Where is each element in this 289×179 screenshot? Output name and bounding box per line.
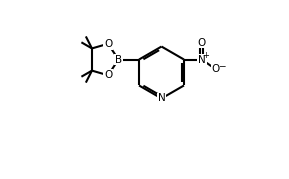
Text: +: +	[202, 51, 209, 60]
Text: N: N	[158, 93, 165, 103]
Text: O: O	[212, 64, 220, 74]
Text: O: O	[198, 38, 206, 47]
Text: O: O	[104, 70, 112, 80]
Text: −: −	[218, 62, 225, 71]
Text: B: B	[115, 55, 122, 64]
Text: O: O	[104, 39, 112, 49]
Text: N: N	[198, 55, 206, 64]
